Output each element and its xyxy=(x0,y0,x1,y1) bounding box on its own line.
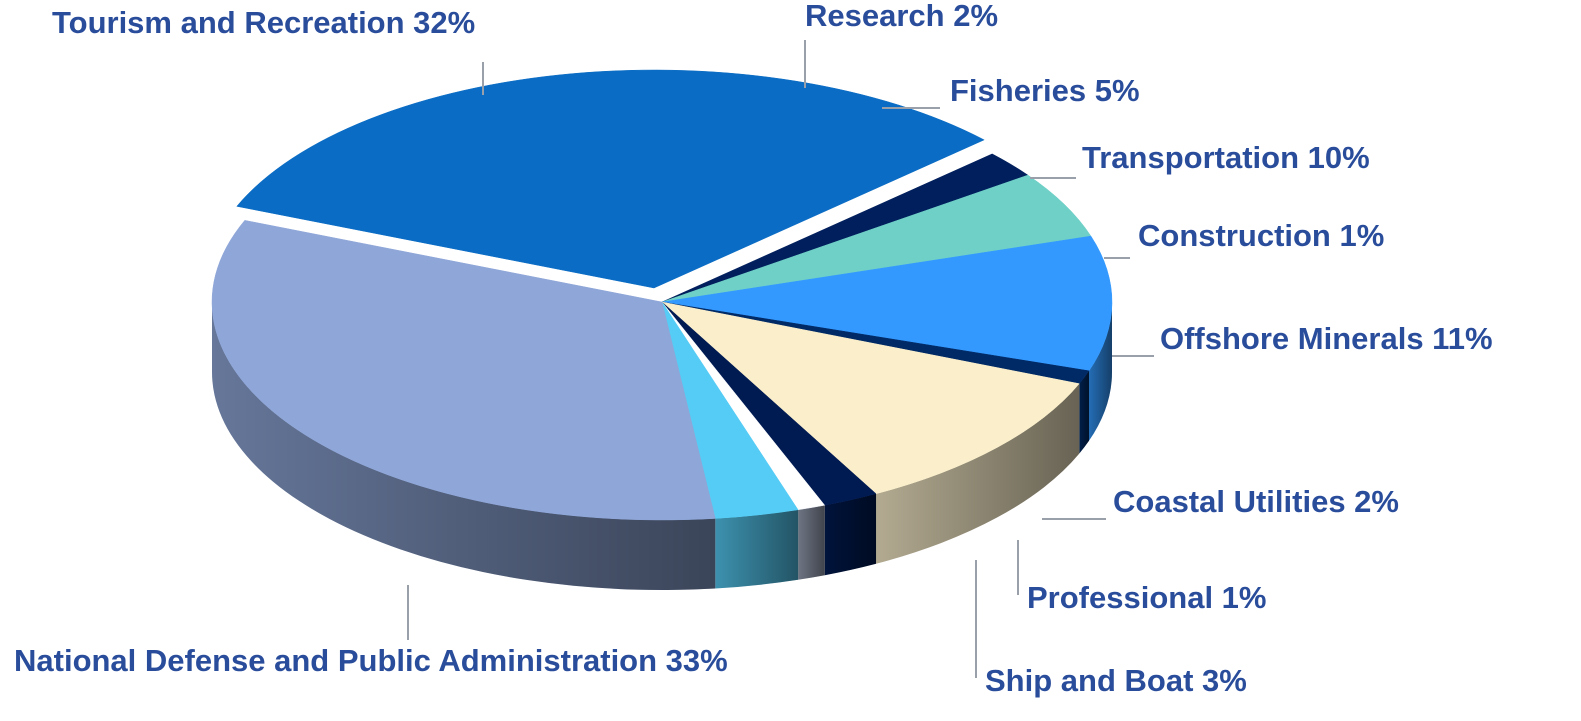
slice-national-defense-and-public-administration xyxy=(211,220,716,521)
slice-label-professional: Professional 1% xyxy=(1027,580,1266,615)
slice-side-shade-ship-and-boat xyxy=(715,509,799,589)
slice-label-research: Research 2% xyxy=(805,0,998,33)
slice-label-fisheries: Fisheries 5% xyxy=(950,73,1140,108)
slice-label-national-defense-and-public-administration: National Defense and Public Administrati… xyxy=(14,643,728,678)
slice-side-shade-coastal-utilities xyxy=(824,493,877,576)
slice-side-shade-national-defense-and-public-administration xyxy=(212,302,716,591)
slice-side-shade-professional xyxy=(798,505,825,580)
slice-label-coastal-utilities: Coastal Utilities 2% xyxy=(1113,484,1399,519)
slice-label-construction: Construction 1% xyxy=(1138,218,1384,253)
slice-label-transportation: Transportation 10% xyxy=(1082,140,1370,175)
slice-tourism-and-recreation xyxy=(236,69,985,289)
slice-label-ship-and-boat: Ship and Boat 3% xyxy=(985,663,1247,698)
slice-transportation xyxy=(661,235,1113,372)
pie-tops xyxy=(211,69,1113,521)
pie-sides xyxy=(212,302,1112,591)
slice-label-tourism-and-recreation: Tourism and Recreation 32% xyxy=(52,5,475,40)
slice-side-shade-construction xyxy=(1079,370,1089,454)
slice-offshore-minerals xyxy=(661,301,1080,495)
slice-label-offshore-minerals: Offshore Minerals 11% xyxy=(1160,321,1493,356)
slice-labels: Tourism and Recreation 32% Research 2% Fis… xyxy=(14,0,1493,698)
slice-side-shade-transportation xyxy=(1088,302,1112,441)
leader-lines xyxy=(407,40,1154,678)
